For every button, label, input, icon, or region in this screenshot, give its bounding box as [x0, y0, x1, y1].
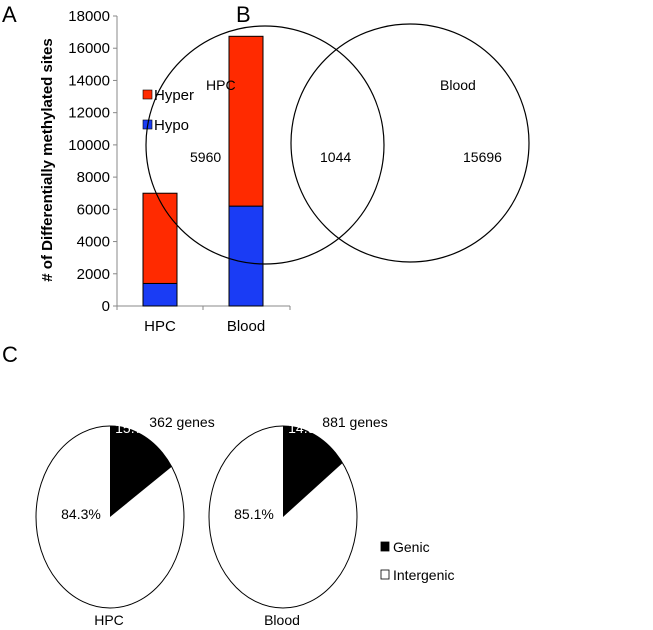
pie-title: HPC: [94, 612, 124, 628]
bar-hpc-hyper: [142, 192, 178, 284]
y-tick-label: 6000: [77, 201, 110, 218]
legend-swatch-intergenic: [380, 569, 390, 580]
y-tick-label: 8000: [77, 169, 110, 186]
venn-set-label-hpc: HPC: [206, 77, 236, 93]
venn-value-overlap: 1044: [320, 149, 351, 165]
bar-blood-hyper: [228, 35, 264, 207]
pie-label-genic: 14.9%: [288, 420, 328, 436]
venn-value-blood-only: 15696: [463, 149, 502, 165]
y-tick-label: 10000: [68, 137, 110, 154]
venn-circle-blood: [290, 23, 530, 263]
y-axis-label: # of Differentially methylated sites: [39, 38, 56, 281]
venn-set-label-blood: Blood: [440, 77, 476, 93]
y-tick-label: 12000: [68, 105, 110, 122]
legend-label-hypo: Hypo: [154, 117, 189, 134]
y-tick-label: 0: [102, 298, 110, 315]
pie-label-genic: 15.7%: [115, 420, 155, 436]
y-tick-label: 14000: [68, 72, 110, 89]
bar-hpc-hypo: [142, 282, 178, 307]
legend-swatch-hyper: [142, 89, 153, 100]
panel-label-b: B: [236, 2, 251, 27]
x-tick-label: HPC: [144, 318, 176, 335]
panel-label-a: A: [2, 2, 17, 27]
legend-label-hyper: Hyper: [154, 87, 194, 104]
bar-blood-hypo: [228, 205, 264, 307]
x-tick-label: Blood: [227, 318, 265, 335]
pie-annotation: 881 genes: [322, 414, 387, 430]
venn-circle-hpc: [145, 25, 385, 265]
legend-label-intergenic: Intergenic: [393, 567, 454, 583]
pie-blood-genic: [283, 426, 343, 517]
pie-hpc-genic: [110, 426, 172, 517]
y-tick-label: 18000: [68, 8, 110, 25]
y-tick-label: 2000: [77, 266, 110, 283]
pie-label-intergenic: 84.3%: [61, 506, 101, 522]
pie-annotation: 362 genes: [149, 414, 214, 430]
y-tick-label: 16000: [68, 40, 110, 57]
panel-label-c: C: [2, 342, 18, 367]
venn-value-hpc-only: 5960: [190, 149, 221, 165]
y-tick-label: 4000: [77, 234, 110, 251]
pie-title: Blood: [264, 612, 300, 628]
pie-label-intergenic: 85.1%: [234, 506, 274, 522]
legend-swatch-genic: [380, 541, 390, 552]
legend-label-genic: Genic: [393, 539, 430, 555]
